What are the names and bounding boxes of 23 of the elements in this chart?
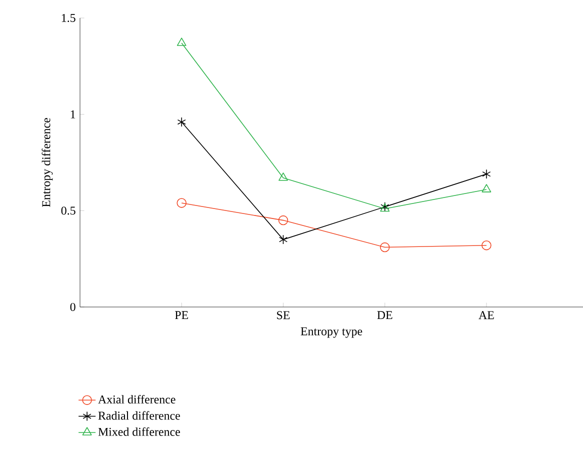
- legend-label: Mixed difference: [98, 427, 180, 436]
- point: [380, 242, 390, 252]
- y-tick-label: 0.5: [61, 206, 76, 215]
- legend-label: Radial difference: [98, 411, 180, 420]
- point: [176, 38, 186, 46]
- x-tick-label: DE: [377, 311, 392, 320]
- x-axis-title: Entropy type: [300, 327, 362, 338]
- x-tick-label: PE: [174, 311, 188, 320]
- point: [278, 234, 288, 244]
- y-tick-label: 0: [70, 302, 76, 312]
- point: [278, 215, 288, 226]
- point: [278, 172, 288, 181]
- point: [482, 184, 492, 192]
- y-tick-label: 1.5: [62, 14, 76, 22]
- y-tick-label: 1: [70, 110, 76, 118]
- point: [176, 198, 186, 208]
- point: [177, 117, 186, 127]
- y-axis-title: Entropy difference: [42, 118, 53, 208]
- x-tick-label: AE: [478, 311, 494, 320]
- x-tick-label: SE: [277, 311, 290, 320]
- point: [482, 240, 492, 250]
- point: [482, 169, 491, 179]
- legend-label: Axial difference: [98, 394, 176, 404]
